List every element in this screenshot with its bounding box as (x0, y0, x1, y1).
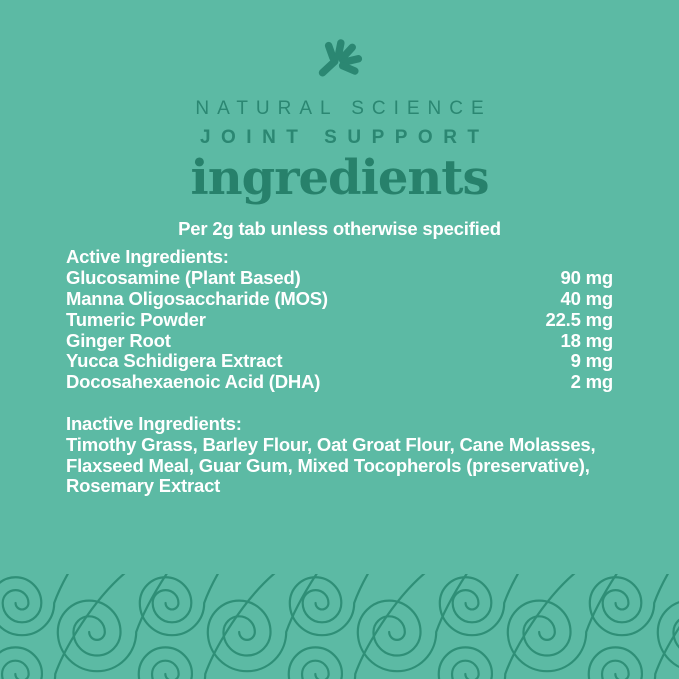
serving-note: Per 2g tab unless otherwise specified (178, 218, 501, 240)
ingredient-row: Manna Oligosaccharide (MOS) 40 mg (66, 287, 614, 310)
asterisk-splat-icon (318, 39, 362, 77)
ingredient-name: Glucosamine (Plant Based) (66, 267, 301, 289)
ingredient-name: Manna Oligosaccharide (MOS) (66, 287, 328, 309)
ingredient-row: Glucosamine (Plant Based) 90 mg (66, 267, 614, 289)
ingredient-name: Tumeric Powder (66, 308, 206, 330)
product-name-text: JOINT SUPPORT (199, 127, 490, 148)
ingredient-amount: 40 mg (560, 287, 614, 309)
inactive-ingredients-line: Flaxseed Meal, Guar Gum, Mixed Tocophero… (66, 454, 590, 476)
brand-name-text: NATURAL SCIENCE (195, 98, 492, 119)
ingredient-amount: 90 mg (560, 267, 614, 289)
ingredients-list: Active Ingredients: Glucosamine (Plant B… (66, 247, 613, 497)
ingredient-amount: 18 mg (560, 329, 614, 351)
ingredient-row: Tumeric Powder 22.5 mg (66, 308, 614, 331)
ingredient-row: Docosahexaenoic Acid (DHA) 2 mg (66, 371, 614, 393)
ingredient-row: Yucca Schidigera Extract 9 mg (66, 351, 613, 372)
ingredient-name: Ginger Root (66, 329, 171, 351)
ingredient-name: Docosahexaenoic Acid (DHA) (66, 371, 321, 393)
ingredient-name: Yucca Schidigera Extract (66, 350, 283, 372)
inactive-ingredients-block: Inactive Ingredients: Timothy Grass, Bar… (66, 412, 613, 497)
active-ingredients-heading: Active Ingredients: (66, 246, 229, 268)
ingredient-amount: 9 mg (570, 350, 614, 372)
inactive-ingredients-line: Rosemary Extract (66, 475, 221, 497)
ingredient-row: Ginger Root 18 mg (66, 329, 614, 352)
inactive-ingredients-heading: Inactive Ingredients: (66, 412, 242, 434)
spiral-swirl-pattern (0, 574, 679, 679)
inactive-ingredients-line: Timothy Grass, Barley Flour, Oat Groat F… (66, 433, 596, 455)
product-name: JOINT SUPPORT (0, 127, 679, 149)
ingredient-amount: 22.5 mg (545, 308, 614, 330)
page-title: ingredients (190, 150, 490, 206)
ingredient-amount: 2 mg (570, 371, 614, 393)
brand-name: NATURAL SCIENCE (0, 98, 679, 120)
